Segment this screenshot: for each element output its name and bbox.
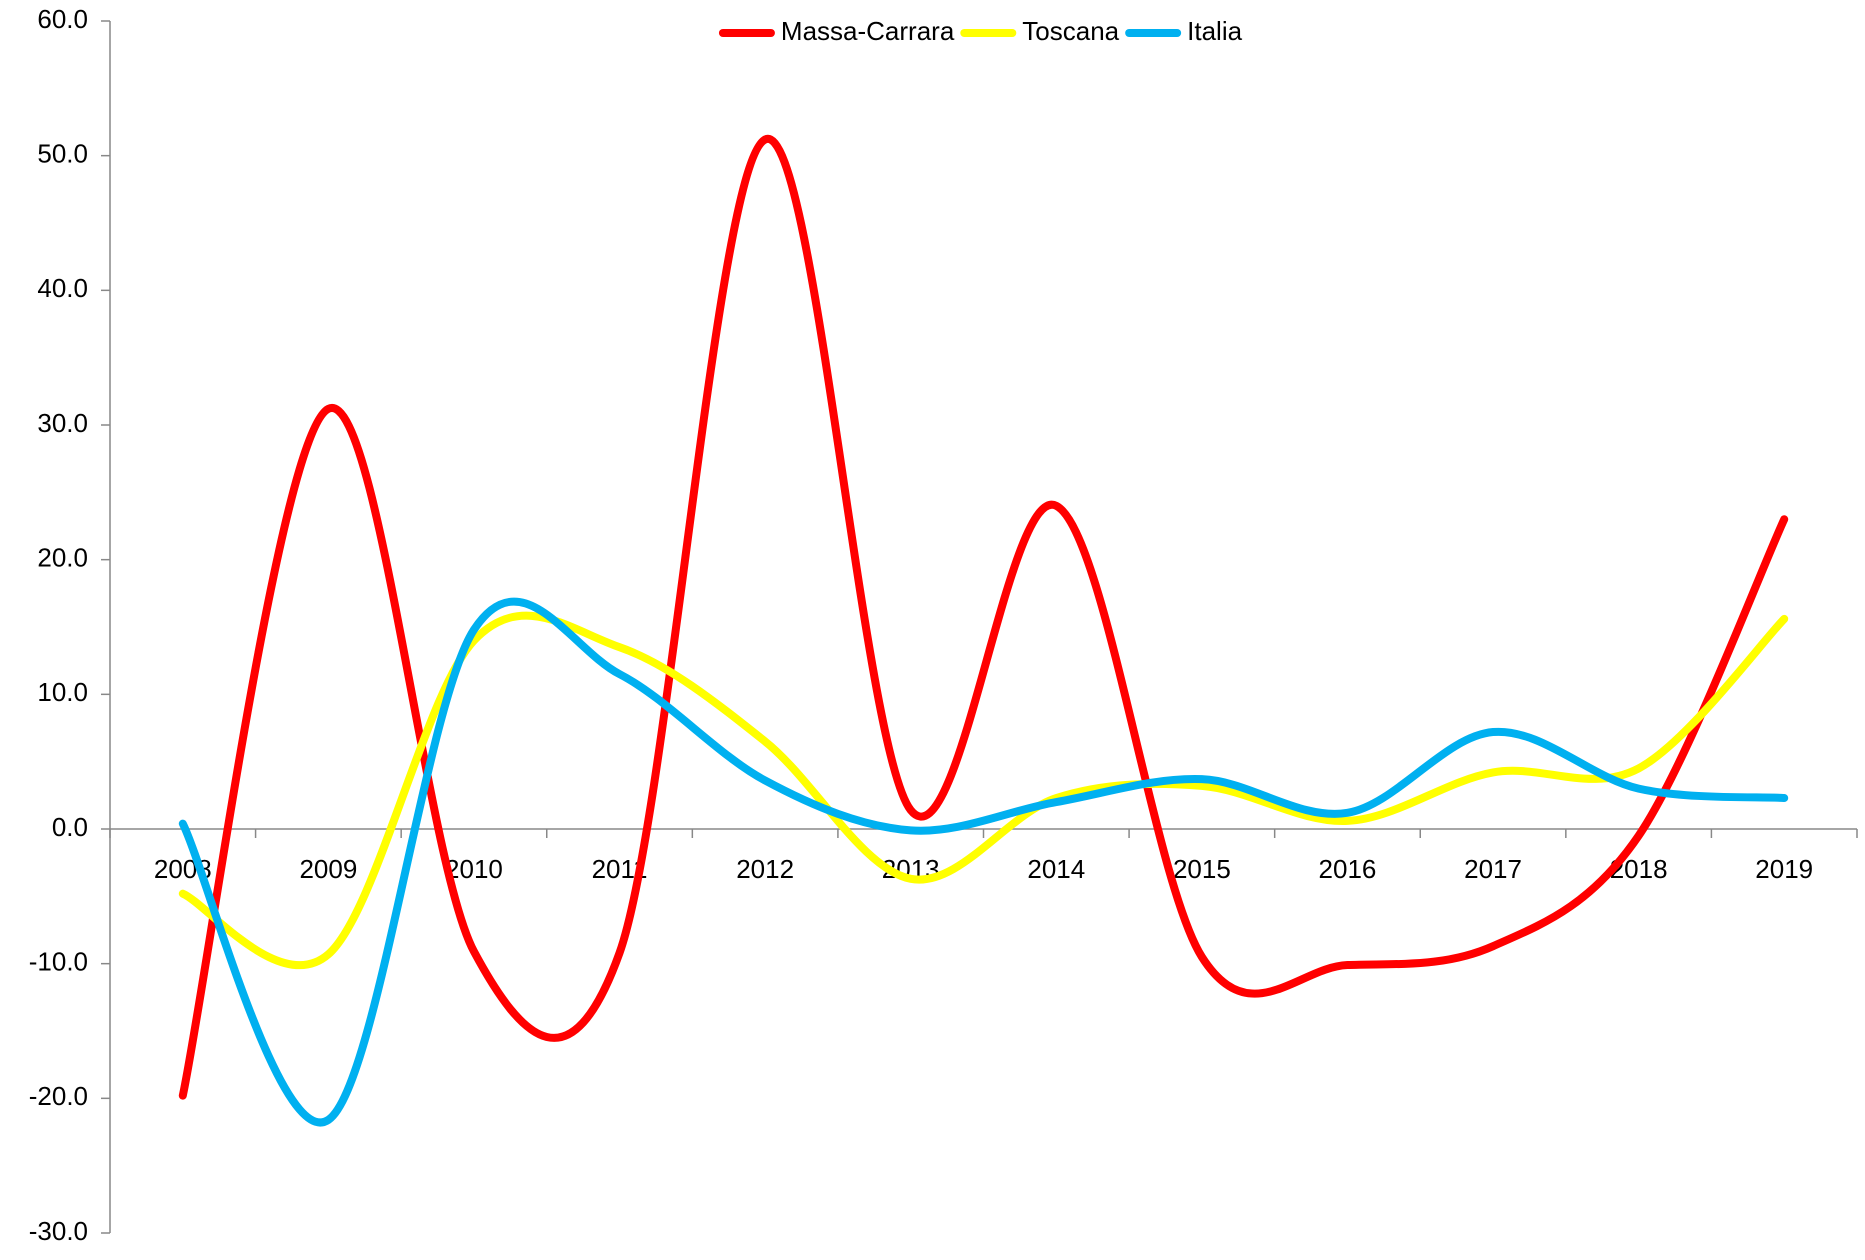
legend-label: Italia (1187, 16, 1242, 46)
x-tick-label: 2012 (736, 854, 794, 884)
x-tick-label: 2010 (445, 854, 503, 884)
x-tick-label: 2016 (1319, 854, 1377, 884)
x-tick-label: 2009 (299, 854, 357, 884)
series-line (178, 611, 1789, 970)
y-tick-label: 0.0 (52, 812, 88, 842)
series-line (178, 135, 1789, 1100)
y-tick-label: 60.0 (37, 4, 88, 34)
y-tick-label: 50.0 (37, 139, 88, 169)
y-tick-label: 20.0 (37, 543, 88, 573)
legend-label: Massa-Carrara (781, 16, 955, 46)
x-tick-label: 2014 (1027, 854, 1085, 884)
x-tick-label: 2017 (1464, 854, 1522, 884)
y-tick-label: -20.0 (29, 1081, 88, 1111)
y-tick-label: 40.0 (37, 273, 88, 303)
series-line (178, 597, 1789, 1127)
y-tick-label: 30.0 (37, 408, 88, 438)
y-tick-label: 10.0 (37, 677, 88, 707)
x-tick-label: 2015 (1173, 854, 1231, 884)
legend-label: Toscana (1022, 16, 1119, 46)
y-tick-label: -10.0 (29, 947, 88, 977)
y-tick-label: -30.0 (29, 1216, 88, 1246)
x-tick-label: 2019 (1755, 854, 1813, 884)
